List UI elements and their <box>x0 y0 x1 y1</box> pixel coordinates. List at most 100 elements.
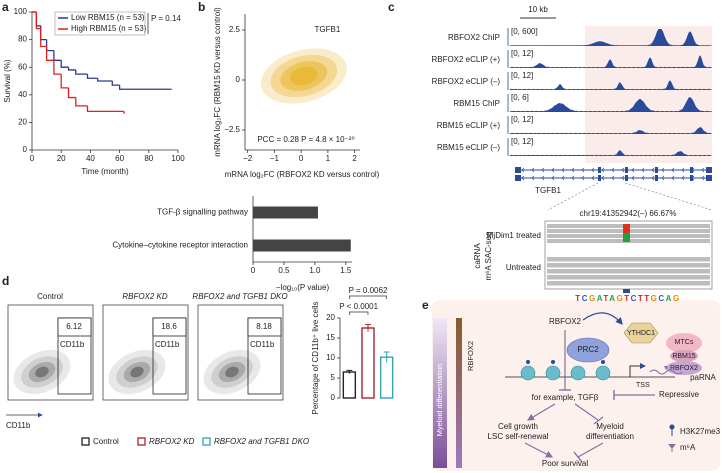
y-tick-label: 15 <box>326 333 335 342</box>
exon <box>598 175 601 181</box>
legend-swatch <box>202 437 211 446</box>
track-signal <box>510 80 712 90</box>
survival-step <box>40 25 47 41</box>
tss-label: TSS <box>636 382 650 389</box>
exon <box>655 175 658 181</box>
parna-wave <box>649 369 683 375</box>
flow-title: RBFOX2 and TGFB1 DKO <box>192 292 287 301</box>
read <box>547 263 710 268</box>
panel-label: a <box>2 0 9 14</box>
x-tick-label: 2 <box>352 154 357 163</box>
x-tick-label: 0 <box>30 154 35 163</box>
exon <box>515 167 521 173</box>
gate-value-box <box>57 317 92 337</box>
x-tick-label: 0 <box>299 154 304 163</box>
track-range: [0, 12] <box>511 137 533 146</box>
node-label: Poor survival <box>542 459 588 468</box>
survival-step <box>97 78 113 82</box>
survival-step <box>67 87 76 99</box>
track-signal <box>510 29 712 46</box>
exon <box>655 167 658 173</box>
read <box>547 257 710 262</box>
density <box>130 366 144 378</box>
legend-box <box>54 11 146 36</box>
exon <box>515 175 521 181</box>
highlight-label: TGFB1 <box>315 25 341 34</box>
flow-title: RBFOX2 KD <box>122 292 168 301</box>
tss-arrow <box>629 363 646 377</box>
bar <box>253 206 318 219</box>
gene-chevrons <box>521 175 705 181</box>
inhibit-bar <box>573 451 583 463</box>
sequence: TCGATAGTCTTGCAG <box>575 294 680 303</box>
error-bar <box>346 369 353 374</box>
track-name: RBM15 ChIP <box>453 99 500 108</box>
exon <box>690 175 693 181</box>
x-axis-label: −log₁₀(P value) <box>276 283 330 292</box>
track-name: RBM15 eCLIP (–) <box>437 143 500 152</box>
x-tick-label: 100 <box>171 154 185 163</box>
node-label: PRC2 <box>577 345 599 354</box>
track-signal <box>510 55 712 68</box>
x-tick-label: 80 <box>144 154 153 163</box>
legend-label: RBFOX2 KD <box>149 437 195 446</box>
track-name: RBM15 eCLIP (+) <box>437 121 501 130</box>
y-tick-label: 20 <box>326 313 335 322</box>
node-label: Cell growth <box>498 422 538 431</box>
exon <box>706 175 712 181</box>
gradient-bar <box>456 318 462 468</box>
survival-step <box>45 46 54 61</box>
inhibit-line <box>577 442 604 458</box>
annotation: P = 0.0062 <box>349 286 388 295</box>
density <box>35 366 49 378</box>
x-tick-label: 1.0 <box>309 266 321 275</box>
x-tick-label: 1 <box>326 154 331 163</box>
gate-value: 6.12 <box>66 322 82 331</box>
legend-label: m⁶A <box>680 443 696 452</box>
survival-step <box>111 81 120 86</box>
exon <box>598 167 601 173</box>
panel-label: e <box>422 298 429 312</box>
gate-value: 8.18 <box>256 322 272 331</box>
side-label: caRNA <box>473 243 482 269</box>
survival-step <box>53 50 62 61</box>
legend-swatch <box>137 437 146 446</box>
gate-value-box <box>247 317 282 337</box>
survival-step <box>86 74 98 79</box>
annotation: P < 0.0001 <box>339 302 378 311</box>
legend-label: Control <box>93 437 119 446</box>
track-signal <box>510 150 712 156</box>
y-tick-label: 0 <box>236 75 241 84</box>
survival-step <box>53 60 62 75</box>
gate-label: CD11b <box>60 340 85 349</box>
bar <box>253 239 351 252</box>
annotation: PCC = 0.28 P = 4.8 × 10⁻²⁰ <box>257 135 354 144</box>
y-tick-label: 40 <box>18 90 27 99</box>
node-label: paRNA <box>690 373 716 382</box>
track-range: [0, 12] <box>511 115 533 124</box>
y-tick-label: 0 <box>331 393 336 402</box>
exon <box>625 167 628 173</box>
track-name: RBFOX2 eCLIP (–) <box>432 77 501 86</box>
node-label: YTHDC1 <box>627 330 655 337</box>
node-label: Myeloid <box>596 422 624 431</box>
read <box>547 269 710 274</box>
survival-step <box>75 69 88 75</box>
x-tick-label: 1.5 <box>340 266 352 275</box>
legend-icon <box>668 444 676 449</box>
side-label: m⁶A SAC-seq <box>484 231 493 280</box>
survival-step <box>45 39 54 52</box>
locus: chr19:41352942(–) 66.67% <box>580 209 677 218</box>
track-signal <box>510 96 712 112</box>
sample-label: Untreated <box>506 263 541 272</box>
position-marker <box>623 289 630 293</box>
x-axis-label: Time (month) <box>81 167 129 176</box>
arrow <box>582 312 623 325</box>
legend-label: H3K27me3 <box>680 427 721 436</box>
gene-chevrons <box>521 167 705 173</box>
survival-step <box>35 12 41 30</box>
panel-label: c <box>388 0 395 14</box>
x-tick-label: 40 <box>86 154 95 163</box>
x-axis-label: mRNA log₂FC (RBFOX2 KD versus control) <box>225 170 380 179</box>
